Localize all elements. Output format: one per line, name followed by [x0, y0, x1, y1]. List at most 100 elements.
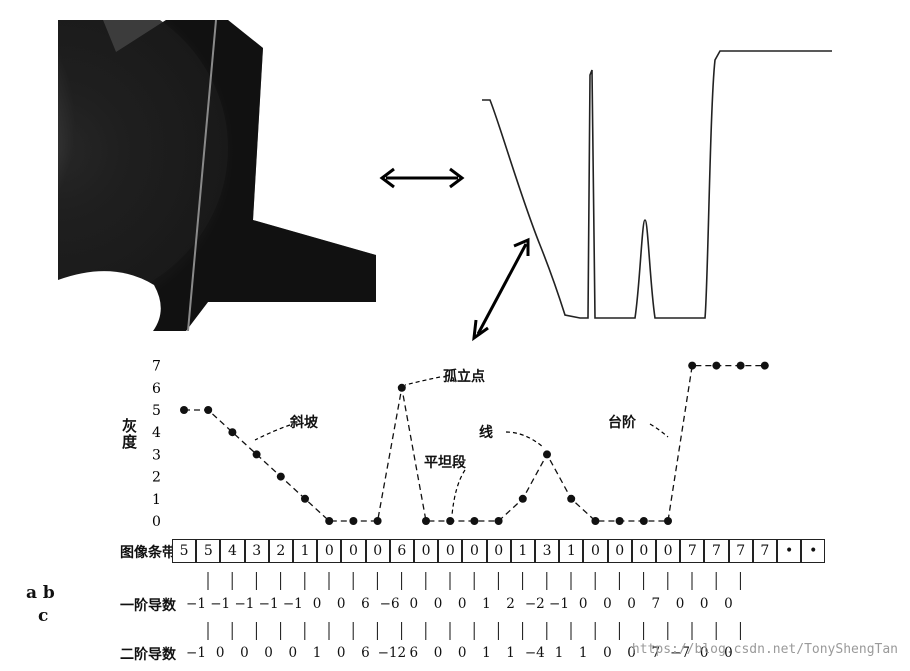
y-tick-label: 4 — [152, 425, 161, 441]
y-tick-label: 2 — [152, 470, 161, 486]
derivative-value: 1 — [312, 645, 322, 661]
derivative-value: 0 — [264, 645, 273, 661]
strip-cell: 0 — [656, 539, 681, 563]
derivative-value: 6 — [409, 645, 419, 661]
annotation-line: 线 — [479, 425, 493, 441]
derivative-value: 2 — [506, 596, 515, 612]
strip-cell: 5 — [196, 539, 221, 563]
derivative-value: 0 — [603, 596, 612, 612]
derivative-value: 0 — [724, 596, 733, 612]
derivative-value: −4 — [524, 645, 545, 661]
derivative-value: 0 — [603, 645, 612, 661]
strip-cell: 7 — [680, 539, 705, 563]
annotation-isolated-point: 孤立点 — [443, 369, 485, 385]
data-point — [470, 517, 479, 525]
strip-cell: 0 — [607, 539, 632, 563]
strip-cell: 2 — [268, 539, 293, 563]
derivative-value: 0 — [627, 645, 636, 661]
strip-cell: 1 — [293, 539, 318, 563]
annotation-flat-segment: 平坦段 — [424, 455, 466, 471]
intensity-profile — [482, 50, 832, 319]
data-point — [494, 517, 503, 525]
data-point — [325, 517, 334, 525]
derivative-value: 1 — [578, 645, 588, 661]
strip-cell: 0 — [341, 539, 366, 563]
derivative-value: 0 — [433, 596, 443, 612]
data-point — [615, 517, 624, 525]
annotation-ramp: 斜坡 — [290, 415, 318, 431]
derivative-value: 1 — [554, 645, 564, 661]
derivative-value: 0 — [312, 596, 322, 612]
strip-cell: 6 — [389, 539, 414, 563]
y-axis-label: 灰度 — [120, 418, 138, 450]
strip-cell: 0 — [462, 539, 487, 563]
panel-label-ab: a b — [26, 583, 55, 603]
derivative-value: 0 — [627, 596, 636, 612]
data-point — [373, 517, 382, 525]
derivative-value: −7 — [670, 645, 690, 661]
derivative-value: 7 — [651, 645, 661, 661]
derivative-value: 0 — [699, 645, 709, 661]
strip-cell: • — [801, 539, 826, 563]
derivative-value: −1 — [186, 596, 206, 612]
derivative-value: −1 — [186, 645, 206, 661]
strip-cell: 0 — [486, 539, 511, 563]
connector-ticks — [207, 572, 741, 640]
data-point — [543, 450, 551, 459]
derivative-value: 0 — [336, 645, 346, 661]
strip-cell: 0 — [414, 539, 439, 563]
data-point — [301, 494, 309, 503]
derivative-value: 0 — [240, 645, 249, 661]
derivative-value: 0 — [457, 596, 467, 612]
strip-cell: 7 — [752, 539, 777, 563]
derivative-value: 0 — [675, 596, 685, 612]
derivative-value: 1 — [482, 596, 491, 612]
derivative-value: 0 — [724, 645, 733, 661]
strip-cell: 0 — [365, 539, 390, 563]
double-arrow-icon — [379, 167, 465, 189]
data-point — [712, 361, 721, 370]
derivative-value: 7 — [651, 596, 661, 612]
y-tick-label: 3 — [152, 447, 161, 463]
data-point — [204, 406, 213, 414]
derivative-value: −12 — [377, 645, 407, 661]
data-point — [228, 428, 237, 437]
derivative-value: −1 — [234, 596, 255, 612]
data-point — [397, 383, 406, 392]
grayscale-line-chart: 0 1 2 3 4 5 6 7 — [152, 359, 769, 530]
strip-cell: 5 — [172, 539, 197, 563]
data-point — [446, 517, 455, 525]
data-point — [639, 517, 648, 525]
derivative-value: −1 — [210, 596, 231, 612]
annotation-step: 台阶 — [608, 415, 636, 431]
strip-cell: 3 — [535, 539, 560, 563]
data-point — [736, 361, 745, 370]
derivative-value: 6 — [361, 596, 370, 612]
strip-cell: 0 — [583, 539, 608, 563]
data-point — [760, 361, 769, 370]
strip-cell: 1 — [559, 539, 584, 563]
derivative-value: 0 — [215, 645, 225, 661]
derivative-value: −1 — [549, 596, 569, 612]
panel-label-c: c — [38, 606, 49, 626]
data-point — [664, 517, 672, 525]
data-point — [518, 494, 527, 503]
strip-cell: 7 — [728, 539, 753, 563]
derivative-value: 0 — [699, 596, 709, 612]
derivative-value: 1 — [506, 645, 515, 661]
y-tick-label: 6 — [152, 381, 161, 397]
strip-cell: 4 — [220, 539, 245, 563]
y-tick-label: 0 — [152, 514, 161, 530]
y-tick-label: 1 — [152, 492, 161, 508]
strip-cell: 0 — [438, 539, 463, 563]
strip-cell: 0 — [631, 539, 656, 563]
data-point — [422, 517, 430, 525]
derivative-value: 0 — [457, 645, 467, 661]
strip-cell: 7 — [704, 539, 729, 563]
second-derivative-label: 二阶导数 — [120, 647, 176, 663]
strip-cell: 1 — [510, 539, 535, 563]
data-point — [591, 517, 600, 525]
derivative-value: 0 — [336, 596, 346, 612]
data-point — [276, 472, 285, 481]
data-point — [688, 361, 697, 370]
